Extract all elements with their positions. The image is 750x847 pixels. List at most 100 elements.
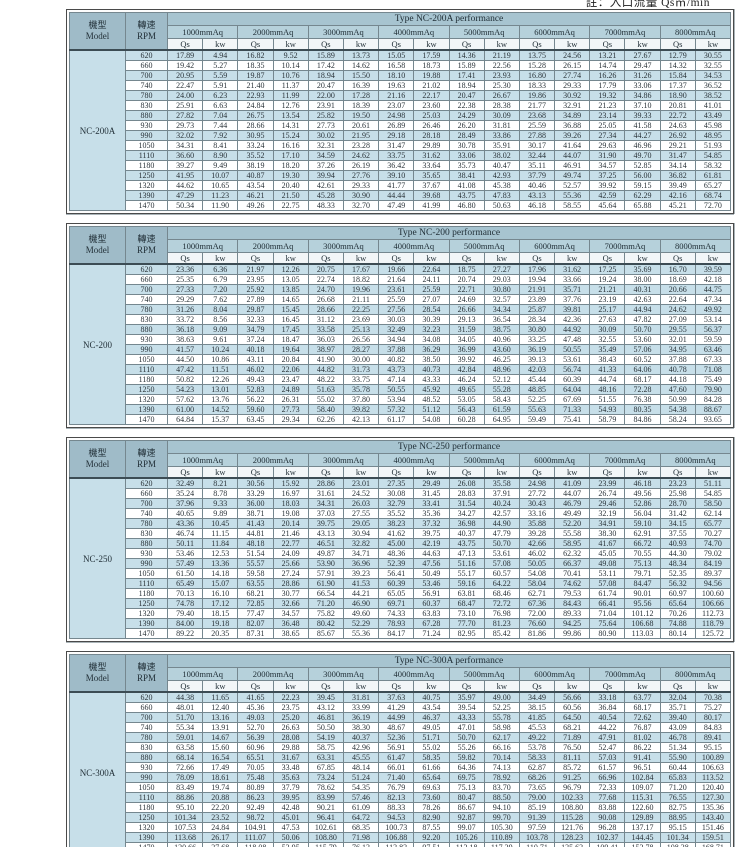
model-column-header: 機型 Model	[69, 226, 126, 265]
qs-value-cell: 37.55	[659, 528, 696, 539]
qs-value-cell: 30.03	[378, 314, 415, 325]
kw-value-cell: 61.66	[413, 762, 450, 773]
rpm-cell: 1470	[125, 200, 168, 211]
qs-value-cell: 28.70	[659, 498, 696, 509]
qs-value-cell: 87.31	[237, 628, 274, 639]
kw-header: kw	[342, 680, 380, 693]
qs-value-cell: 41.57	[166, 344, 204, 355]
kw-value-cell: 81.23	[483, 618, 520, 629]
data-row: 660 25.35 6.79 23.95 13.05 22.74 18.82 21.64 24.…	[70, 274, 732, 285]
qs-value-cell: 33.06	[448, 150, 485, 161]
qs-value-cell: 95.15	[659, 822, 696, 833]
kw-value-cell: 45.01	[272, 812, 309, 823]
qs-value-cell: 40.54	[589, 712, 626, 723]
qs-value-cell: 20.95	[166, 70, 204, 81]
kw-value-cell: 40.24	[483, 498, 520, 509]
rpm-cell: 1320	[125, 608, 168, 619]
kw-header: kw	[483, 252, 520, 265]
qs-value-cell: 80.42	[307, 618, 344, 629]
qs-value-cell: 30.80	[518, 324, 556, 335]
kw-value-cell: 60.56	[554, 702, 591, 713]
qs-value-cell: 39.49	[659, 180, 696, 191]
qs-value-cell: 19.24	[589, 274, 626, 285]
qs-value-cell: 48.36	[378, 548, 415, 559]
kw-header: kw	[624, 680, 661, 693]
qs-value-cell: 24.62	[659, 304, 696, 315]
kw-value-cell: 105.30	[483, 822, 520, 833]
kw-value-cell: 13.16	[202, 712, 239, 723]
kw-value-cell: 106.63	[694, 762, 732, 773]
kw-value-cell: 30.90	[342, 190, 380, 201]
kw-value-cell: 71.33	[554, 404, 591, 415]
kw-value-cell: 49.05	[413, 722, 450, 733]
qs-value-cell: 19.94	[518, 274, 556, 285]
kw-value-cell: 108.80	[554, 802, 591, 813]
qs-header: Qs	[589, 252, 626, 265]
qs-value-cell: 41.29	[378, 702, 415, 713]
qs-value-cell: 21.40	[237, 80, 274, 91]
kw-value-cell: 115.28	[554, 812, 591, 823]
kw-value-cell: 102.84	[624, 772, 661, 783]
kw-value-cell: 79.90	[694, 384, 732, 395]
kw-value-cell: 125.72	[694, 628, 732, 639]
data-row: 1470120.6627.68118.0852.95115.7976.13113…	[70, 842, 732, 847]
qs-value-cell: 56.22	[237, 394, 274, 405]
qs-value-cell: 50.11	[166, 538, 204, 549]
qs-value-cell: 72.00	[518, 608, 556, 619]
qs-value-cell: 109.41	[589, 842, 626, 847]
table-frame-nc-200a: 機型 Model 轉速 RPM Type NC-200A performance 1000…	[66, 9, 734, 214]
qs-value-cell: 24.69	[448, 294, 485, 305]
kw-value-cell: 55.36	[342, 628, 380, 639]
kw-value-cell: 84.83	[694, 722, 732, 733]
qs-value-cell: 16.80	[518, 70, 556, 81]
qs-value-cell: 59.01	[166, 732, 204, 743]
kw-value-cell: 71.89	[554, 732, 591, 743]
rpm-cell: 1250	[125, 598, 168, 609]
qs-value-cell: 45.44	[518, 374, 556, 385]
kw-value-cell: 42.57	[483, 508, 520, 519]
kw-value-cell: 28.38	[483, 100, 520, 111]
kw-value-cell: 32.57	[483, 294, 520, 305]
qs-value-cell: 26.75	[237, 110, 274, 121]
kw-value-cell: 13.54	[272, 110, 309, 121]
kw-value-cell: 64.95	[483, 414, 520, 425]
kw-value-cell: 60.52	[624, 354, 661, 365]
kw-value-cell: 12.26	[272, 263, 309, 275]
kw-value-cell: 10.65	[202, 180, 239, 191]
performance-table-nc-200a: 機型 Model 轉速 RPM Type NC-200A performance 1000…	[69, 12, 732, 211]
qs-value-cell: 50.34	[166, 200, 204, 211]
kw-value-cell: 32.66	[272, 598, 309, 609]
qs-value-cell: 52.39	[378, 558, 415, 569]
kw-value-cell: 11.51	[202, 364, 239, 375]
kw-value-cell: 42.96	[342, 742, 380, 753]
data-row: NC-200 620 23.36 6.36 21.97 12.26 20.75 17.67 19…	[69, 263, 732, 425]
qs-value-cell: 30.56	[237, 477, 274, 489]
kw-value-cell: 47.48	[554, 334, 591, 345]
qs-value-cell: 33.29	[237, 488, 274, 499]
kw-value-cell: 95.15	[694, 742, 732, 753]
qs-value-cell: 34.94	[378, 334, 415, 345]
kw-value-cell: 36.29	[413, 344, 450, 355]
kw-value-cell: 11.37	[272, 80, 309, 91]
kw-value-cell: 52.20	[554, 518, 591, 529]
qs-value-cell: 91.39	[518, 812, 556, 823]
kw-value-cell: 25.59	[413, 284, 450, 295]
qs-value-cell: 46.78	[659, 732, 696, 743]
kw-value-cell: 50.06	[272, 832, 309, 843]
kw-value-cell: 61.59	[483, 404, 520, 415]
data-row: 780 24.00 6.23 22.93 11.99 22.00 17.28 21.16 22.…	[70, 90, 732, 101]
qs-value-cell: 35.71	[659, 702, 696, 713]
data-row: 990 32.02 7.92 30.95 15.24 30.02 21.95 29.18 28.…	[70, 130, 732, 141]
kw-value-cell: 58.32	[694, 160, 732, 171]
kw-value-cell: 109.07	[624, 782, 661, 793]
kw-value-cell: 46.90	[342, 598, 380, 609]
qs-value-cell: 15.89	[307, 49, 344, 61]
kw-value-cell: 22.06	[272, 364, 309, 375]
qs-value-cell: 37.88	[659, 354, 696, 365]
kw-value-cell: 42.93	[483, 170, 520, 181]
qs-value-cell: 26.08	[448, 477, 485, 489]
kw-value-cell: 85.72	[554, 762, 591, 773]
qs-value-cell: 88.95	[659, 812, 696, 823]
kw-value-cell: 68.35	[342, 822, 380, 833]
qs-value-cell: 90.21	[307, 802, 344, 813]
